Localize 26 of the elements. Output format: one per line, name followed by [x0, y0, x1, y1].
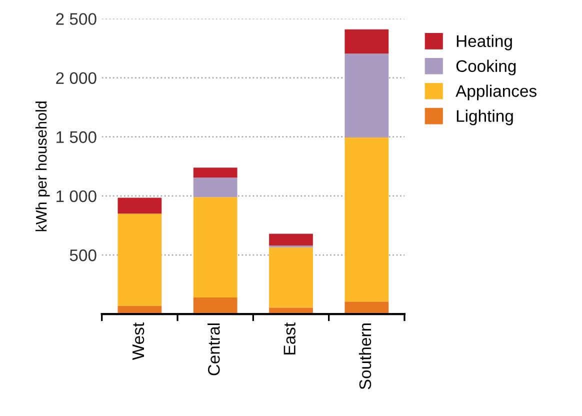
y-tick-label: 2 500	[56, 13, 96, 25]
x-tick-label: East	[284, 322, 296, 354]
bar	[344, 54, 389, 138]
legend-label: Appliances	[456, 84, 536, 100]
bar	[193, 178, 238, 198]
bar	[118, 214, 162, 306]
x-tick-label: Southern	[358, 323, 372, 390]
legend-label: Heating	[456, 34, 512, 50]
y-tick-label: 500	[70, 249, 96, 262]
y-axis-title: kWh per household	[35, 102, 50, 232]
legend-label: Cooking	[456, 60, 516, 76]
y-tick-label: 1 000	[56, 190, 96, 202]
x-tick-label: West	[132, 322, 144, 360]
legend-label: Lighting	[456, 110, 513, 126]
bar	[269, 234, 313, 246]
bar	[118, 198, 162, 214]
bar	[193, 298, 238, 314]
bar	[193, 197, 238, 298]
x-tick-label: Central	[208, 324, 220, 376]
y-tick-label: 2 000	[56, 72, 96, 84]
bar	[344, 29, 389, 54]
y-tick-label: 1 500	[56, 131, 96, 144]
bar	[344, 137, 389, 302]
bar	[344, 302, 389, 314]
bar	[193, 168, 238, 178]
bar	[269, 247, 313, 308]
